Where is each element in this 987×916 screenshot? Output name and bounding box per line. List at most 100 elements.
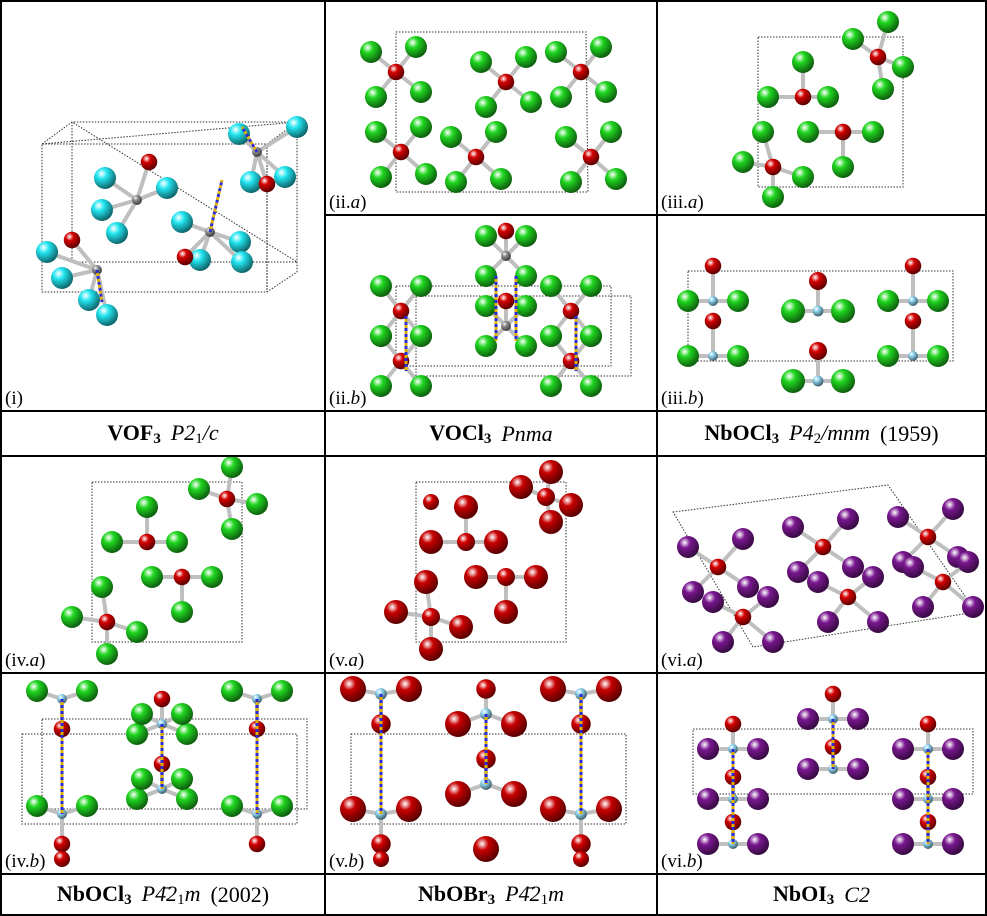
chlorine-atom (171, 601, 193, 623)
chlorine-atom (166, 531, 188, 553)
iodine-atom (697, 788, 719, 810)
chlorine-atom (445, 171, 467, 193)
bromine-atom (524, 565, 548, 589)
oxygen-atom (476, 679, 496, 699)
oxygen-atom (904, 257, 922, 275)
bromine-atom (494, 600, 518, 624)
chlorine-atom (131, 768, 153, 790)
chlorine-atom (126, 723, 148, 745)
iodine-atom (847, 708, 869, 730)
oxygen-atom (573, 851, 589, 867)
chlorine-atom (365, 86, 387, 108)
oxygen-atom (423, 494, 439, 510)
bromine-atom (540, 676, 566, 702)
oxygen-atom (919, 715, 937, 733)
chlorine-atom (580, 275, 602, 297)
unit-cell-edge (687, 270, 954, 362)
sg-text: C2 (844, 881, 870, 907)
chlorine-atom (595, 81, 617, 103)
iodine-atom (942, 498, 964, 520)
oxygen-atom (54, 851, 70, 867)
unit-cell-edge (395, 31, 589, 193)
oxygen-atom (138, 533, 156, 551)
label-sub: a (29, 650, 40, 671)
niobium-atom (708, 296, 718, 306)
oxygen-atom (839, 588, 857, 606)
chlorine-atom (370, 325, 392, 347)
chlorine-atom (677, 345, 699, 367)
panel-nbocl3-2002-b: (iv.b) (2, 674, 324, 873)
caption-vof3: VOF3 P21/c (2, 412, 324, 455)
unit-cell-edge (672, 484, 977, 648)
vanadium-atom (132, 195, 142, 205)
fluorine-atom (231, 251, 253, 273)
chlorine-atom (370, 275, 392, 297)
structure-nbocl3-2002-a (61, 457, 268, 665)
label-sub: b (348, 851, 358, 872)
caption-nbocl3-2002: NbOCl3 P4̄21m (2002) (2, 875, 324, 914)
iodine-atom (912, 596, 934, 618)
caption-year: (1959) (879, 420, 939, 446)
panel-label-vi-a: (vi.a) (661, 650, 703, 671)
chlorine-atom (590, 36, 612, 58)
chlorine-atom (560, 171, 582, 193)
oxygen-atom (919, 528, 937, 546)
iodine-atom (797, 758, 819, 780)
panel-nbocl3-1959-a: (iii.a) (658, 2, 985, 214)
iodine-atom (942, 833, 964, 855)
bromine-atom (445, 781, 471, 807)
bromine-atom (501, 781, 527, 807)
chlorine-atom (555, 126, 577, 148)
structure-nbocl3-1959-a (732, 11, 914, 208)
niobium-atom (708, 351, 718, 361)
iodine-atom (702, 591, 724, 613)
unit-cell-edge (395, 285, 612, 367)
divider-v1 (324, 0, 326, 916)
label-base: ii. (335, 388, 351, 409)
formula-text: VOCl (429, 419, 484, 445)
oxygen-atom (537, 488, 555, 506)
vanadium-atom (501, 321, 511, 331)
panel-label-i: (i) (5, 389, 23, 408)
fluorine-atom (36, 241, 58, 263)
iodine-atom (747, 738, 769, 760)
iodine-atom (942, 738, 964, 760)
chlorine-atom (61, 606, 83, 628)
chlorine-atom (221, 680, 243, 702)
chlorine-atom (440, 126, 462, 148)
chlorine-atom (600, 121, 622, 143)
panel-nbocl3-1959-b: (iii.b) (658, 216, 985, 410)
chlorine-atom (831, 369, 855, 393)
chlorine-atom (732, 151, 754, 173)
panel-label-iii-a: (iii.a) (661, 192, 704, 213)
panel-nbobr3-a: (v.a) (326, 457, 656, 672)
chlorine-atom (515, 225, 537, 247)
chlorine-atom (677, 290, 699, 312)
oxygen-atom (53, 835, 71, 853)
bromine-atom (540, 796, 566, 822)
chlorine-atom (781, 299, 805, 323)
label-sub: a (687, 192, 698, 213)
chlorine-atom (221, 457, 243, 478)
iodine-atom (762, 631, 784, 653)
unit-cell-edge (41, 121, 299, 145)
chlorine-atom (842, 28, 864, 50)
oxygen-atom (98, 613, 116, 631)
chlorine-atom (188, 478, 210, 500)
chlorine-atom (136, 496, 158, 518)
chlorine-atom (862, 121, 884, 143)
chlorine-atom (410, 375, 432, 397)
oxygen-atom (248, 835, 266, 853)
vanadium-atom (501, 251, 511, 261)
caption-year: (2002) (210, 881, 270, 907)
label-base: vi. (667, 650, 687, 671)
niobium-atom (908, 296, 918, 306)
oxygen-atom (814, 538, 832, 556)
oxygen-atom (373, 851, 389, 867)
chlorine-atom (490, 168, 512, 190)
space-group: Pnma (501, 421, 552, 447)
fluorine-atom (94, 167, 116, 189)
bromine-atom (414, 570, 438, 594)
chlorine-atom (580, 325, 602, 347)
space-group: P42/mnm (789, 420, 870, 448)
